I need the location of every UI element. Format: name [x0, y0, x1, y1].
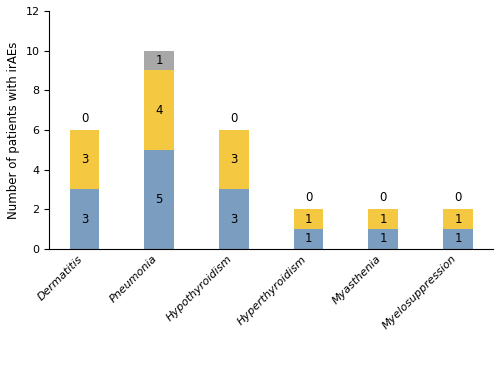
Bar [368, 229, 398, 249]
Bar [219, 130, 249, 189]
Text: 0: 0 [230, 112, 237, 125]
Y-axis label: Number of patients with irAEs: Number of patients with irAEs [7, 41, 20, 219]
Text: 0: 0 [81, 112, 88, 125]
Text: 3: 3 [230, 153, 237, 166]
Text: 1: 1 [380, 213, 387, 225]
Bar [443, 209, 473, 229]
Text: 1: 1 [380, 232, 387, 246]
Text: 0: 0 [380, 191, 387, 204]
Text: 1: 1 [454, 232, 462, 246]
Bar [294, 209, 324, 229]
Text: 1: 1 [305, 232, 312, 246]
Bar [144, 51, 174, 70]
Text: 5: 5 [156, 193, 163, 206]
Text: 3: 3 [81, 153, 88, 166]
Bar [368, 209, 398, 229]
Bar [70, 130, 100, 189]
Bar [70, 189, 100, 249]
Text: 3: 3 [230, 213, 237, 225]
Text: 3: 3 [81, 213, 88, 225]
Text: 1: 1 [305, 213, 312, 225]
Text: 0: 0 [454, 191, 462, 204]
Bar [219, 189, 249, 249]
Text: 1: 1 [454, 213, 462, 225]
Bar [443, 229, 473, 249]
Bar [144, 150, 174, 249]
Text: 0: 0 [305, 191, 312, 204]
Bar [294, 229, 324, 249]
Text: 4: 4 [156, 104, 163, 117]
Text: 1: 1 [156, 54, 163, 67]
Bar [144, 70, 174, 150]
